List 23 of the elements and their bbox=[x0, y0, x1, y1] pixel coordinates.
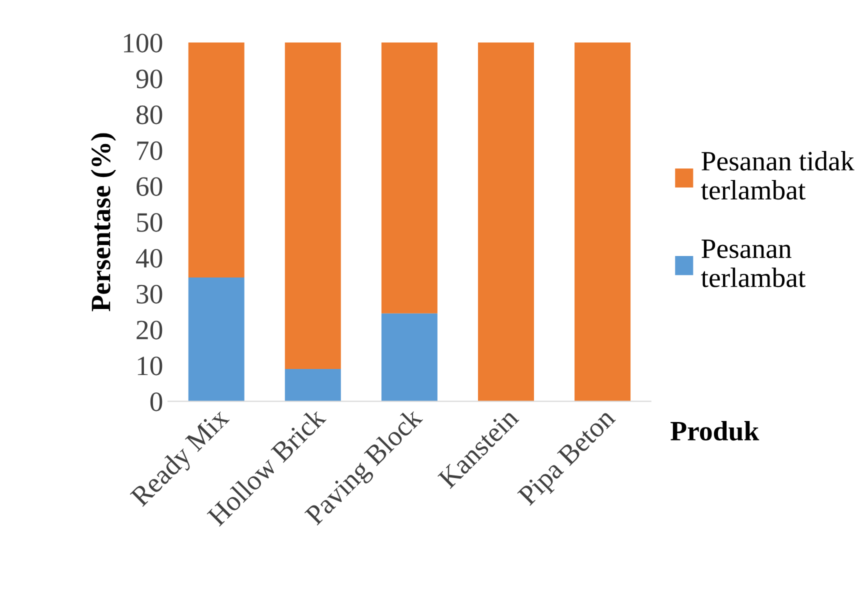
y-tick-label: 70 bbox=[137, 141, 162, 160]
bar bbox=[284, 368, 341, 402]
y-tick-label: 60 bbox=[136, 177, 162, 196]
y-tick-label: 40 bbox=[136, 248, 162, 268]
x-axis-title: Produk bbox=[670, 420, 760, 441]
bar bbox=[188, 42, 244, 278]
y-tick-label: 50 bbox=[137, 213, 162, 232]
legend-label: Pesanan tidak terlambat bbox=[701, 151, 854, 200]
y-tick-label: 80 bbox=[136, 105, 162, 124]
y-tick-label: 0 bbox=[150, 392, 162, 412]
bar bbox=[574, 42, 631, 402]
y-tick-label: 20 bbox=[136, 320, 162, 340]
y-tick-label: 30 bbox=[136, 284, 162, 304]
bar bbox=[284, 42, 341, 369]
bar bbox=[188, 278, 244, 402]
legend-label: Pesanan terlambat bbox=[701, 240, 806, 288]
bar bbox=[381, 313, 438, 402]
y-tick-label: 90 bbox=[136, 70, 162, 88]
y-tick-label: 100 bbox=[124, 34, 162, 52]
bar bbox=[381, 42, 438, 314]
y-tick-label: 10 bbox=[138, 356, 162, 376]
y-axis-title: Persentase (%) bbox=[90, 133, 116, 312]
bar bbox=[478, 42, 534, 402]
